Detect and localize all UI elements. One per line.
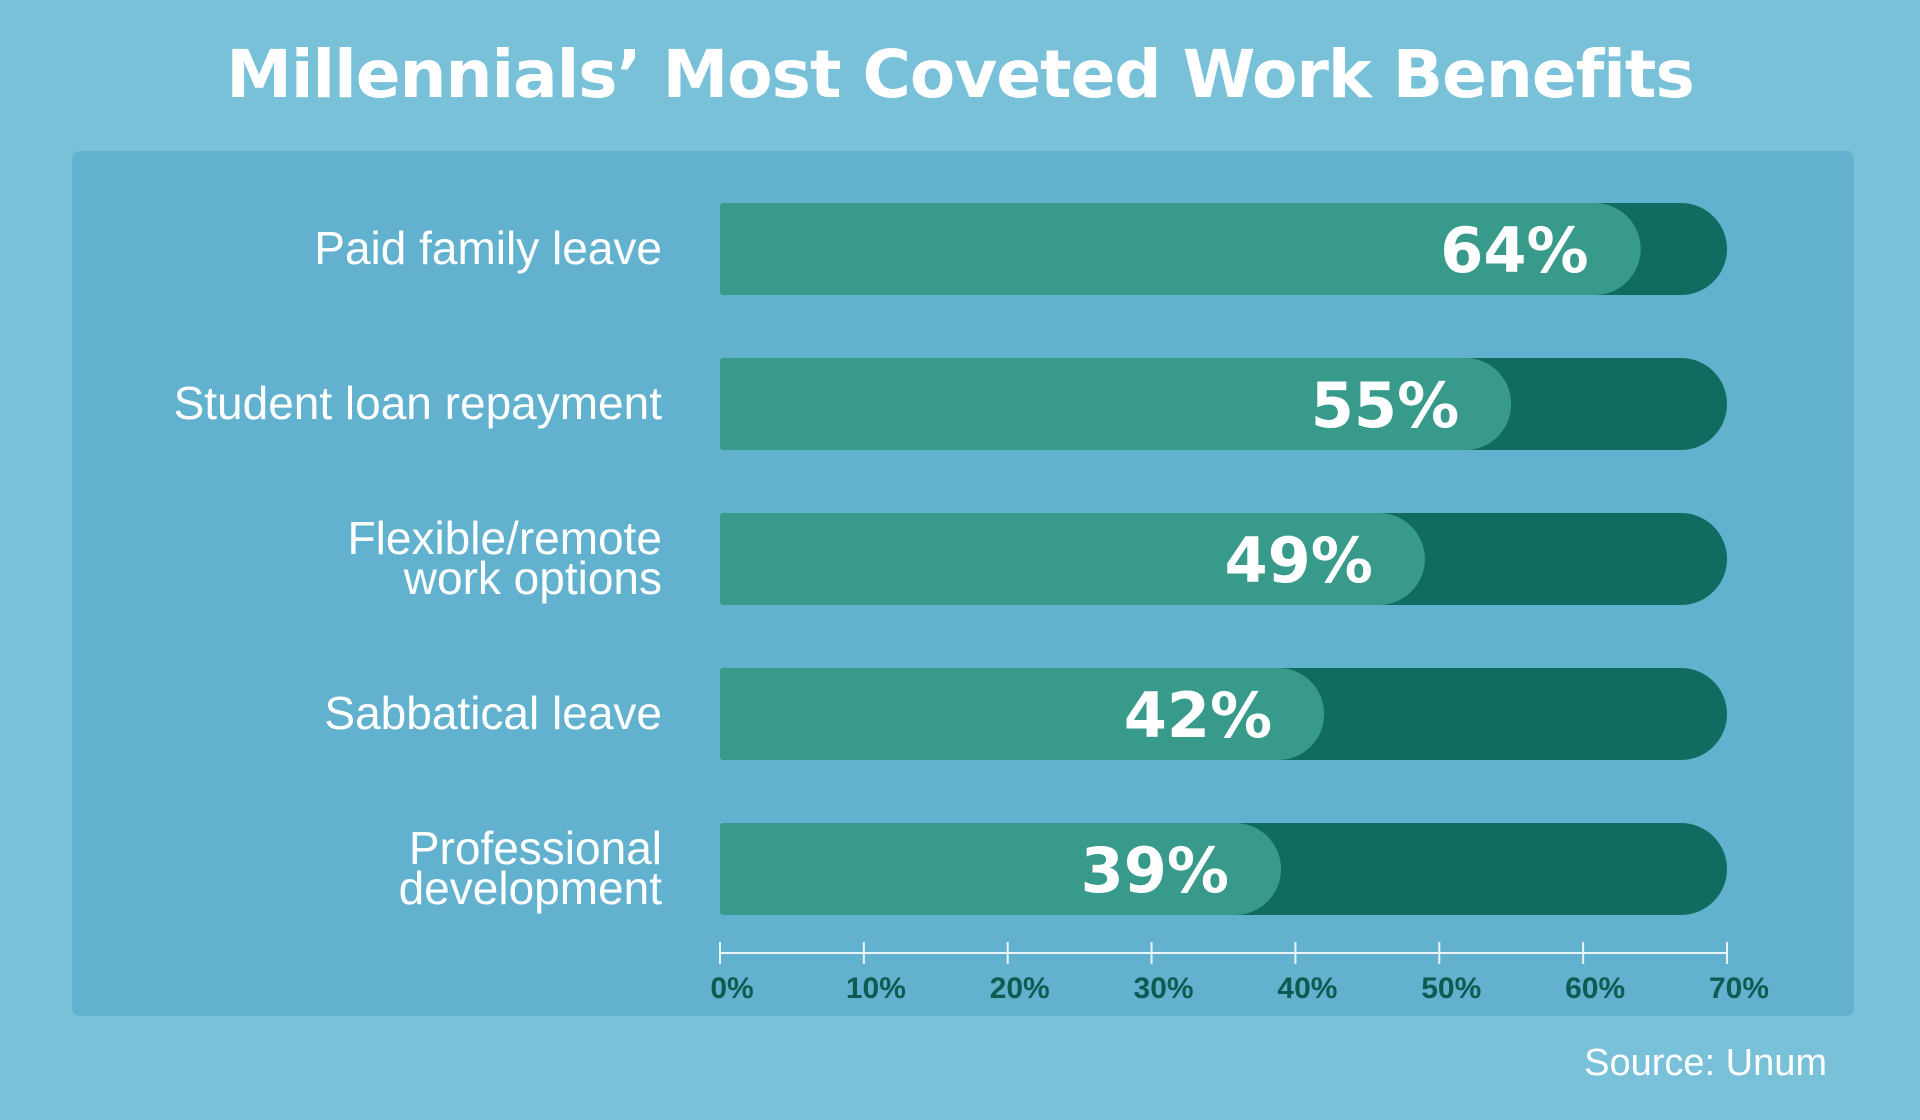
x-tick-label: 60% [1565, 972, 1625, 1005]
bar [720, 823, 1282, 915]
category-label: Sabbatical leave [324, 687, 662, 739]
category-label-line: Sabbatical leave [324, 687, 662, 739]
value-label: 64% [1440, 214, 1588, 287]
category-labels: Paid family leave Student loan repayment F… [174, 222, 663, 914]
category-label: Professional development [399, 822, 663, 914]
source-note: Source: Unum [1584, 1042, 1827, 1084]
value-labels: 64% 55% 49% 42% 39% [1081, 214, 1589, 907]
x-axis: 0% 10% 20% 30% 40% 50% 60% 70% [710, 942, 1769, 1005]
value-label: 49% [1224, 524, 1372, 597]
bar [720, 358, 1512, 450]
x-tick-label: 0% [710, 972, 753, 1005]
value-label: 55% [1311, 369, 1459, 442]
category-label-line: work options [403, 552, 662, 604]
value-label: 39% [1081, 834, 1229, 907]
category-label: Student loan repayment [174, 377, 663, 429]
x-tick-label: 20% [990, 972, 1050, 1005]
category-label-line: Student loan repayment [174, 377, 663, 429]
category-label-line: Professional [409, 822, 662, 874]
x-tick-label: 40% [1277, 972, 1337, 1005]
category-label: Flexible/remote work options [348, 512, 662, 604]
x-tick-label: 30% [1134, 972, 1194, 1005]
chart-title: Millennials’ Most Coveted Work Benefits [226, 36, 1695, 113]
x-tick-label: 10% [846, 972, 906, 1005]
category-label-line: Paid family leave [314, 222, 662, 274]
x-tick-label: 70% [1709, 972, 1769, 1005]
bar [720, 513, 1425, 605]
bars [720, 203, 1641, 915]
bar [720, 203, 1641, 295]
category-label-line: Flexible/remote [348, 512, 662, 564]
category-label: Paid family leave [314, 222, 662, 274]
bar [720, 668, 1325, 760]
value-label: 42% [1124, 679, 1272, 752]
x-tick-label: 50% [1421, 972, 1481, 1005]
category-label-line: development [399, 862, 663, 914]
